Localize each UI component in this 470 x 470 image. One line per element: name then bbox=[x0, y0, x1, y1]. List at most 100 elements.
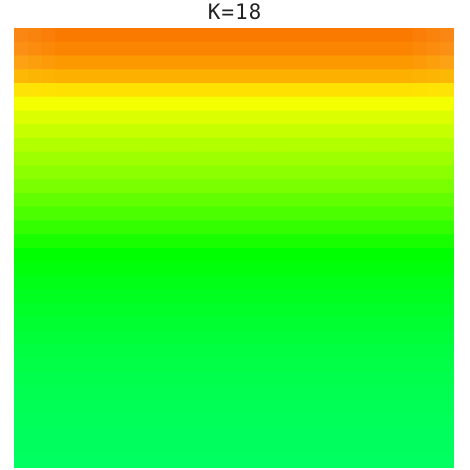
heatmap-cell bbox=[330, 234, 345, 249]
heatmap-cell bbox=[247, 96, 263, 112]
heatmap-cell bbox=[137, 28, 153, 43]
heatmap-cell bbox=[55, 426, 70, 442]
heatmap-cell bbox=[302, 138, 318, 153]
heatmap-cell bbox=[14, 385, 29, 400]
heatmap-cell bbox=[385, 316, 400, 332]
heatmap-cell bbox=[426, 426, 441, 442]
heatmap-cell bbox=[137, 138, 153, 153]
heatmap-cell bbox=[151, 261, 166, 277]
heatmap-cell bbox=[412, 454, 428, 468]
heatmap-cell bbox=[69, 385, 84, 400]
heatmap-cell bbox=[261, 385, 276, 400]
heatmap-cell bbox=[412, 275, 428, 290]
heatmap-cell bbox=[41, 261, 56, 277]
heatmap-cell bbox=[289, 179, 304, 194]
heatmap-cell bbox=[316, 440, 331, 455]
heatmap-cell bbox=[234, 28, 249, 43]
heatmap-cell bbox=[55, 344, 70, 359]
heatmap-cell bbox=[330, 440, 345, 455]
heatmap-cell bbox=[110, 28, 125, 43]
heatmap-cell bbox=[371, 261, 386, 277]
heatmap-cell bbox=[192, 289, 208, 304]
heatmap-cell bbox=[14, 28, 29, 43]
heatmap-cell bbox=[124, 316, 139, 332]
heatmap-cell bbox=[399, 358, 414, 373]
heatmap-cell bbox=[41, 413, 56, 428]
heatmap-cell bbox=[234, 371, 249, 387]
heatmap-cell bbox=[316, 316, 331, 332]
heatmap-cell bbox=[371, 69, 386, 84]
heatmap-cell bbox=[137, 41, 153, 57]
heatmap-cell bbox=[110, 275, 125, 290]
heatmap-cell bbox=[69, 165, 84, 180]
heatmap-cell bbox=[357, 385, 373, 400]
heatmap-cell bbox=[371, 138, 386, 153]
heatmap-cell bbox=[192, 330, 208, 345]
heatmap-cell bbox=[275, 41, 290, 57]
heatmap-cell bbox=[220, 316, 235, 332]
heatmap-cell bbox=[27, 454, 43, 468]
heatmap-cell bbox=[124, 248, 139, 263]
heatmap-cell bbox=[27, 303, 43, 318]
heatmap-cell bbox=[344, 248, 359, 263]
heatmap-cell bbox=[247, 206, 263, 222]
heatmap-cell bbox=[151, 206, 166, 222]
heatmap-cell bbox=[316, 69, 331, 84]
heatmap-cell bbox=[220, 289, 235, 304]
heatmap-cell bbox=[371, 358, 386, 373]
heatmap-cell bbox=[27, 289, 43, 304]
heatmap-cell bbox=[247, 110, 263, 125]
heatmap-cell bbox=[275, 193, 290, 208]
heatmap-cell bbox=[234, 179, 249, 194]
heatmap-cell bbox=[69, 316, 84, 332]
heatmap-cell bbox=[137, 151, 153, 167]
heatmap-cell bbox=[399, 413, 414, 428]
heatmap-cell bbox=[330, 179, 345, 194]
heatmap-cell bbox=[55, 289, 70, 304]
heatmap-cell bbox=[412, 399, 428, 414]
heatmap-cell bbox=[412, 440, 428, 455]
heatmap-cell bbox=[426, 413, 441, 428]
heatmap-cell bbox=[41, 303, 56, 318]
heatmap-cell bbox=[440, 151, 454, 167]
heatmap-cell bbox=[41, 138, 56, 153]
heatmap-cell bbox=[440, 41, 454, 57]
heatmap-cell bbox=[69, 248, 84, 263]
heatmap-cell bbox=[206, 248, 221, 263]
heatmap-cell bbox=[412, 316, 428, 332]
heatmap-cell bbox=[247, 316, 263, 332]
heatmap-cell bbox=[124, 261, 139, 277]
heatmap-cell bbox=[440, 261, 454, 277]
heatmap-cell bbox=[344, 234, 359, 249]
heatmap-cell bbox=[14, 261, 29, 277]
heatmap-cell bbox=[165, 385, 180, 400]
heatmap-cell bbox=[371, 234, 386, 249]
heatmap-cell bbox=[14, 413, 29, 428]
heatmap-cell bbox=[344, 316, 359, 332]
heatmap-cell bbox=[344, 193, 359, 208]
heatmap-cell bbox=[192, 28, 208, 43]
heatmap-cell bbox=[302, 69, 318, 84]
heatmap-cell bbox=[316, 206, 331, 222]
heatmap-cell bbox=[165, 138, 180, 153]
heatmap-cell bbox=[302, 28, 318, 43]
heatmap-cell bbox=[385, 289, 400, 304]
heatmap-cell bbox=[27, 399, 43, 414]
heatmap-cell bbox=[344, 303, 359, 318]
heatmap-cell bbox=[55, 193, 70, 208]
heatmap-cell bbox=[247, 220, 263, 235]
heatmap-cell bbox=[69, 303, 84, 318]
heatmap-cell bbox=[385, 138, 400, 153]
heatmap-cell bbox=[344, 124, 359, 139]
heatmap-cell bbox=[55, 234, 70, 249]
heatmap-cell bbox=[206, 69, 221, 84]
heatmap-cell bbox=[275, 275, 290, 290]
heatmap-cell bbox=[151, 55, 166, 70]
heatmap-cell bbox=[247, 248, 263, 263]
heatmap-cell bbox=[220, 69, 235, 84]
heatmap-cell bbox=[82, 41, 98, 57]
heatmap-cell bbox=[41, 385, 56, 400]
heatmap-cell bbox=[440, 358, 454, 373]
heatmap-cell bbox=[220, 330, 235, 345]
heatmap-cell bbox=[289, 96, 304, 112]
